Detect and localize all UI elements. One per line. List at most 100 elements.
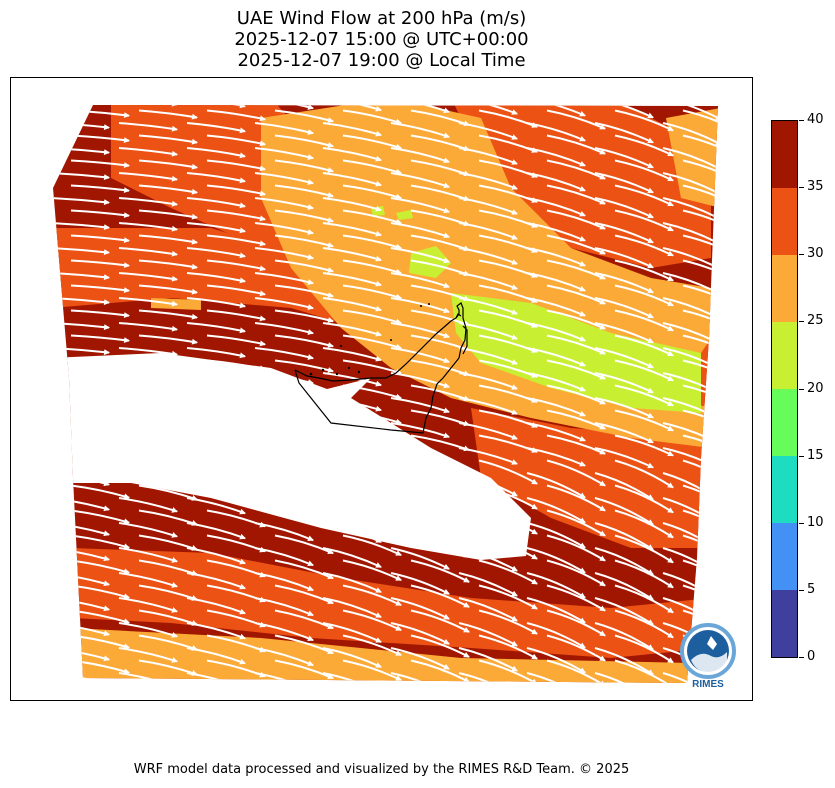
wind-arrow — [458, 547, 518, 572]
wind-arrow — [594, 122, 654, 144]
wind-arrow — [526, 597, 586, 624]
wind-arrow — [342, 434, 402, 450]
wind-arrow — [526, 122, 586, 142]
wind-arrow — [118, 522, 178, 538]
wind-arrow — [682, 184, 718, 209]
wind-map — [53, 105, 718, 683]
wind-arrow — [458, 122, 518, 140]
wind-arrow — [458, 422, 518, 440]
wind-arrow — [546, 409, 606, 430]
wind-arrow — [274, 234, 334, 248]
wind-arrow — [322, 272, 382, 287]
wind-arrow — [614, 559, 674, 589]
wind-arrow — [342, 184, 402, 200]
wind-arrow — [546, 184, 606, 205]
wind-arrow — [546, 509, 606, 537]
wind-arrow — [186, 622, 246, 640]
speed-zone-20-25 — [451, 293, 701, 413]
wind-arrow — [614, 159, 674, 182]
wind-arrow — [186, 522, 246, 540]
wind-arrow — [118, 297, 178, 307]
wind-arrow — [546, 234, 606, 255]
wind-arrow — [614, 509, 674, 539]
wind-arrow — [254, 347, 314, 360]
wind-arrow — [390, 597, 450, 620]
wind-arrow — [206, 284, 266, 297]
wind-arrow — [118, 222, 178, 232]
wind-arrow — [322, 547, 382, 568]
wind-arrow — [390, 572, 450, 595]
wind-arrow — [546, 534, 606, 562]
wind-arrow — [614, 384, 674, 407]
wind-arrow — [614, 284, 674, 307]
wind-arrow — [682, 209, 718, 234]
wind-arrow — [614, 434, 674, 457]
colorbar-tick-mark — [799, 589, 804, 591]
wind-arrow — [206, 434, 266, 447]
wind-arrow — [274, 459, 334, 480]
wind-arrow — [186, 422, 246, 434]
wind-arrow — [390, 447, 450, 464]
wind-arrow — [118, 397, 178, 407]
wind-arrow — [322, 397, 382, 412]
wind-arrow — [594, 447, 654, 469]
wind-arrow — [186, 247, 246, 259]
wind-arrow — [594, 522, 654, 551]
wind-arrow — [390, 147, 450, 164]
wind-arrow — [138, 359, 198, 370]
wind-arrow — [594, 147, 654, 169]
wind-arrow — [526, 522, 586, 549]
wind-arrow — [206, 234, 266, 247]
wind-arrow — [410, 559, 470, 583]
footer-credit: WRF model data processed and visualized … — [133, 762, 630, 777]
wind-arrow — [70, 184, 130, 194]
wind-arrow — [390, 105, 450, 114]
wind-arrow — [614, 134, 674, 157]
wind-arrow — [322, 147, 382, 162]
wind-arrow — [526, 222, 586, 242]
wind-arrow — [274, 359, 334, 373]
wind-arrow — [526, 572, 586, 599]
coastline — [294, 313, 462, 382]
wind-arrow — [186, 647, 246, 665]
wind-arrow — [274, 334, 334, 348]
colorbar-tick-label: 35 — [807, 179, 824, 195]
wind-arrow — [478, 459, 538, 485]
wind-arrow — [390, 397, 450, 414]
wind-arrow — [274, 284, 334, 298]
map-panel — [10, 77, 753, 701]
wind-arrow — [322, 522, 382, 543]
wind-arrow — [274, 584, 334, 605]
wind-arrow — [546, 609, 606, 637]
wind-arrow — [70, 209, 130, 219]
wind-arrow — [274, 134, 334, 148]
colorbar-tick-mark — [799, 321, 804, 323]
wind-arrow — [254, 272, 314, 285]
wind-arrow — [662, 122, 718, 146]
wind-arrow — [458, 597, 518, 622]
wind-arrow — [70, 434, 130, 444]
wind-arrow — [322, 105, 382, 112]
wind-arrow — [186, 147, 246, 159]
wind-arrow — [390, 372, 450, 389]
wind-arrow — [186, 372, 246, 384]
colorbar-bin — [772, 255, 797, 322]
wind-arrow — [458, 172, 518, 190]
colorbar-bin — [772, 590, 797, 657]
wind-arrow — [118, 372, 178, 382]
wind-arrow — [342, 484, 402, 506]
wind-arrow — [526, 272, 586, 292]
wind-arrow — [594, 222, 654, 244]
wind-arrow — [254, 622, 314, 642]
wind-arrow — [53, 197, 110, 206]
wind-arrow — [342, 634, 402, 656]
wind-arrow — [322, 497, 382, 518]
wind-arrow — [70, 334, 130, 344]
wind-arrow — [186, 397, 246, 409]
wind-arrow — [322, 197, 382, 212]
wind-arrow — [254, 497, 314, 517]
wind-arrow — [274, 184, 334, 198]
wind-arrow — [458, 572, 518, 597]
wind-arrow — [390, 347, 450, 364]
wind-arrow — [526, 397, 586, 417]
